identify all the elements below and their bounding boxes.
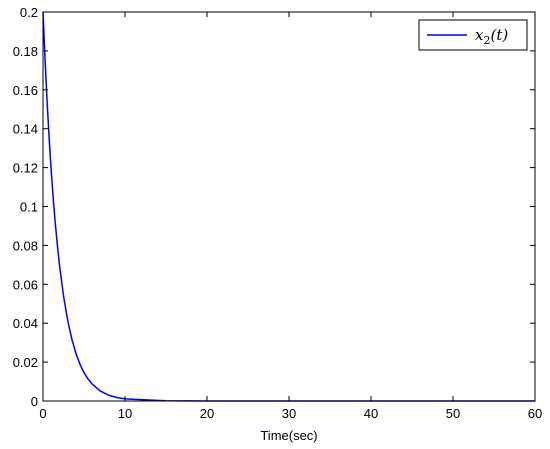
y-tick-label: 0.2 bbox=[20, 5, 38, 20]
x-tick-label: 40 bbox=[364, 406, 378, 421]
y-tick-label: 0.1 bbox=[20, 200, 38, 215]
y-tick-label: 0.18 bbox=[13, 44, 38, 59]
y-tick-label: 0.14 bbox=[13, 122, 38, 137]
plot-frame bbox=[42, 11, 536, 402]
y-tick-label: 0.16 bbox=[13, 83, 38, 98]
x-tick-label: 30 bbox=[282, 406, 296, 421]
x-tick-label: 60 bbox=[528, 406, 542, 421]
y-tick-label: 0.08 bbox=[13, 238, 38, 253]
y-tick-label: 0 bbox=[31, 394, 38, 409]
legend: x2(t) bbox=[418, 19, 528, 51]
x-axis-title: Time(sec) bbox=[260, 428, 317, 443]
x-tick-label: 0 bbox=[39, 406, 46, 421]
plot-area bbox=[43, 12, 535, 401]
x-tick-label: 50 bbox=[446, 406, 460, 421]
y-tick-label: 0.12 bbox=[13, 161, 38, 176]
x-tick-label: 10 bbox=[118, 406, 132, 421]
y-tick-label: 0.04 bbox=[13, 316, 38, 331]
y-tick-label: 0.06 bbox=[13, 277, 38, 292]
x-tick-label: 20 bbox=[200, 406, 214, 421]
legend-label-x2: x2(t) bbox=[475, 26, 508, 47]
y-tick-label: 0.02 bbox=[13, 355, 38, 370]
